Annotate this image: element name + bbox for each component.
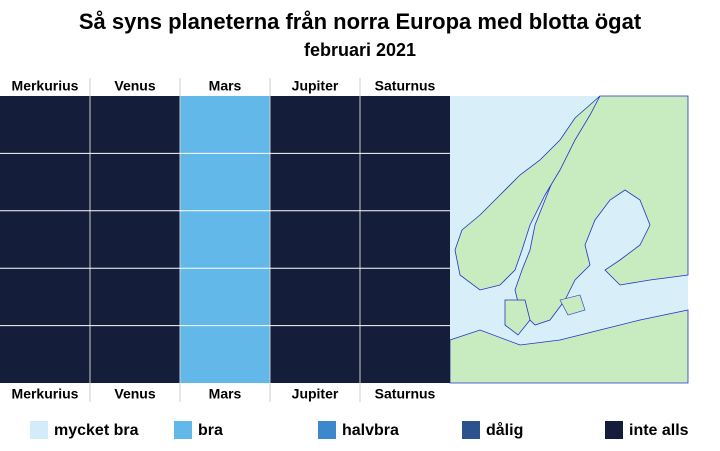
visibility-cell [180, 268, 270, 326]
visibility-cell [180, 153, 270, 211]
visibility-cell [360, 210, 450, 269]
legend-label: inte alls [629, 422, 689, 439]
planet-label-bottom: Mars [209, 386, 242, 402]
legend-label: bra [198, 422, 223, 439]
visibility-cell [0, 210, 90, 269]
visibility-cell [270, 153, 360, 211]
visibility-cell [360, 325, 450, 383]
visibility-cell [0, 153, 90, 211]
visibility-cell [180, 96, 270, 154]
planet-label-top: Saturnus [375, 78, 436, 94]
visibility-cell [270, 268, 360, 326]
visibility-cell [90, 210, 180, 269]
legend-label: halvbra [342, 422, 399, 439]
visibility-cell [270, 210, 360, 269]
visibility-cell [90, 96, 180, 154]
map [449, 95, 689, 384]
visibility-cell [180, 210, 270, 269]
visibility-cell [360, 96, 450, 154]
legend-swatch [318, 421, 336, 439]
visibility-cell [360, 268, 450, 326]
legend-label: dålig [486, 421, 523, 439]
visibility-cell [0, 96, 90, 154]
legend-swatch [462, 421, 480, 439]
planet-label-bottom: Jupiter [292, 386, 339, 402]
legend-swatch [605, 421, 623, 439]
visibility-cell [270, 325, 360, 383]
planet-label-top: Mars [209, 78, 242, 94]
visibility-cell [90, 153, 180, 211]
visibility-cell [180, 325, 270, 383]
planet-label-top: Jupiter [292, 78, 339, 94]
legend-swatch [174, 421, 192, 439]
planet-label-top: Merkurius [12, 78, 79, 94]
planet-label-bottom: Venus [114, 386, 155, 402]
visibility-cell [90, 325, 180, 383]
legend-label: mycket bra [54, 422, 139, 439]
legend-swatch [30, 421, 48, 439]
title: Så syns planeterna från norra Europa med… [79, 9, 642, 34]
visibility-cell [360, 153, 450, 211]
subtitle: februari 2021 [304, 40, 416, 60]
visibility-cell [90, 268, 180, 326]
visibility-cell [0, 268, 90, 326]
visibility-cell [0, 325, 90, 383]
visibility-cell [270, 96, 360, 154]
planet-label-top: Venus [114, 78, 155, 94]
planet-label-bottom: Saturnus [375, 386, 436, 402]
planet-label-bottom: Merkurius [12, 386, 79, 402]
